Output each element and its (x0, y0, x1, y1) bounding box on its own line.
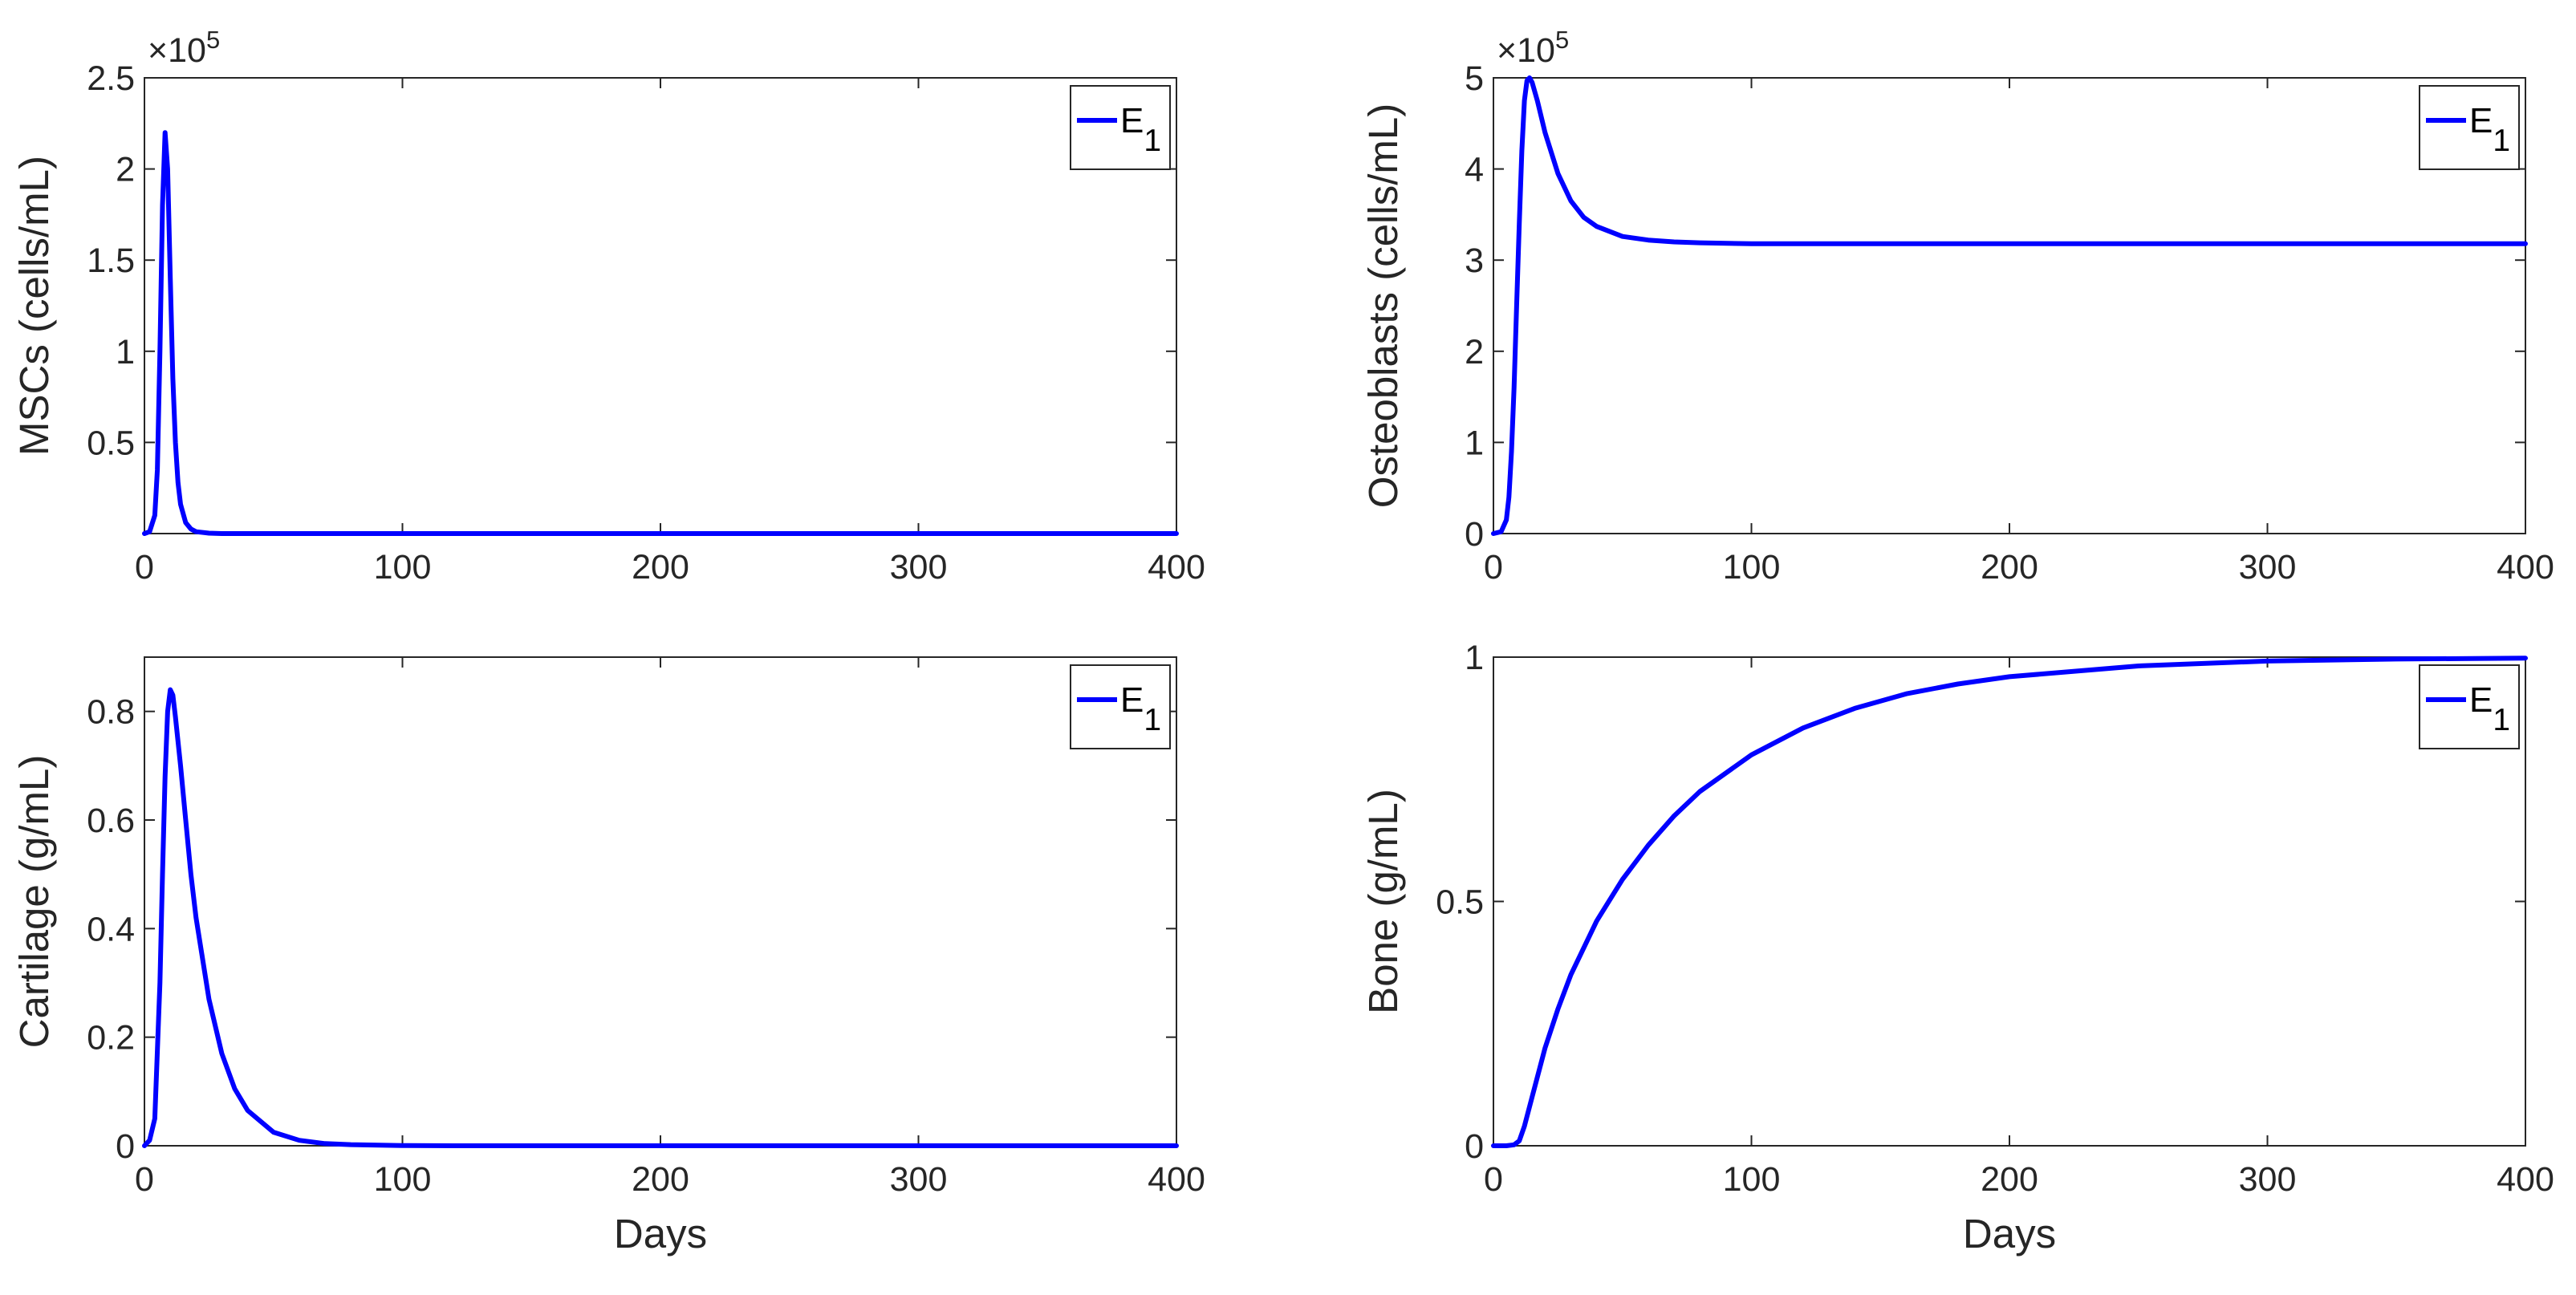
y-tick-label: 0 (1465, 1127, 1484, 1166)
y-axis-label: MSCs (cells/mL) (11, 156, 57, 456)
subplot-1: 0 100 200 300 400 0.5 1 1.5 2 2.5 ×105 MSCs (cells/… (11, 26, 1205, 587)
y-tick-label: 4 (1465, 151, 1484, 189)
x-tick-label: 100 (374, 1160, 432, 1199)
y-tick-label: 2 (116, 151, 135, 189)
y-axis-label: Osteoblasts (cells/mL) (1360, 104, 1406, 508)
legend-box (2419, 85, 2520, 170)
x-tick-label: 0 (1484, 1160, 1503, 1199)
legend: E1 (2419, 85, 2520, 170)
legend-label: E1 (1120, 101, 1161, 158)
x-tick-label: 300 (2239, 1160, 2297, 1199)
x-tick-label: 200 (632, 548, 689, 587)
x-tick-label: 0 (135, 548, 154, 587)
x-tick-label: 400 (1148, 1160, 1205, 1199)
y-tick-label: 1.5 (87, 242, 135, 280)
y-tick-label: 5 (1465, 59, 1484, 98)
series-line-E1 (1491, 656, 2528, 1148)
y-axis-label: Bone (g/mL) (1360, 789, 1406, 1014)
legend-box (1070, 85, 1171, 170)
x-tick-label: 0 (135, 1160, 154, 1199)
x-tick-label: 300 (890, 548, 948, 587)
axes-box (1493, 656, 2526, 1147)
y-tick-label: 0.8 (87, 693, 135, 732)
x-axis-label: Days (1963, 1211, 2056, 1256)
legend: E1 (1070, 664, 1171, 749)
x-tick-label: 100 (1723, 548, 1781, 587)
y-tick-label: 2 (1465, 333, 1484, 371)
axes-box (144, 656, 1177, 1147)
subplot-4: 0 100 200 300 400 0 0.5 1 Bone (g/mL) Days E1 (1360, 639, 2554, 1256)
x-tick-label: 300 (890, 1160, 948, 1199)
x-tick-label: 400 (2497, 548, 2554, 587)
x-tick-label: 200 (1981, 548, 2038, 587)
series-line-E1 (142, 130, 1179, 536)
series-line-E1 (1491, 75, 2528, 536)
legend: E1 (1070, 85, 1171, 170)
y-tick-label: 0.4 (87, 910, 135, 948)
axes-box (1493, 77, 2526, 534)
x-tick-label: 400 (2497, 1160, 2554, 1199)
y-tick-label: 0.6 (87, 802, 135, 840)
subplot-3: 0 100 200 300 400 0 0.2 0.4 0.6 0.8 Cartilage (g/m… (11, 656, 1205, 1256)
x-tick-label: 100 (374, 548, 432, 587)
y-tick-label: 1 (1465, 639, 1484, 677)
x-tick-label: 100 (1723, 1160, 1781, 1199)
x-tick-label: 0 (1484, 548, 1503, 587)
y-tick-label: 2.5 (87, 59, 135, 98)
y-tick-label: 0.5 (87, 424, 135, 462)
x-axis-label: Days (614, 1211, 707, 1256)
legend-label: E1 (1120, 680, 1161, 737)
y-tick-label: 0.2 (87, 1019, 135, 1058)
legend-box (2419, 664, 2520, 749)
x-tick-label: 200 (632, 1160, 689, 1199)
y-exponent-label: ×105 (148, 26, 220, 70)
legend-label: E1 (2469, 680, 2510, 737)
x-tick-label: 300 (2239, 548, 2297, 587)
y-axis-label: Cartilage (g/mL) (11, 755, 57, 1049)
y-exponent-label: ×105 (1497, 26, 1569, 70)
y-tick-label: 1 (116, 333, 135, 371)
legend-box (1070, 664, 1171, 749)
y-tick-label: 0.5 (1436, 883, 1484, 922)
subplot-2: 0 100 200 300 400 0 1 2 3 4 5 ×105 Osteoblasts (cell… (1360, 26, 2554, 587)
axes-box (144, 77, 1177, 534)
series-line-E1 (142, 687, 1179, 1148)
x-tick-label: 400 (1148, 548, 1205, 587)
y-tick-label: 1 (1465, 424, 1484, 462)
y-tick-label: 0 (116, 1127, 135, 1166)
legend: E1 (2419, 664, 2520, 749)
x-tick-label: 200 (1981, 1160, 2038, 1199)
y-tick-label: 3 (1465, 242, 1484, 280)
y-tick-label: 0 (1465, 515, 1484, 554)
legend-label: E1 (2469, 101, 2510, 158)
